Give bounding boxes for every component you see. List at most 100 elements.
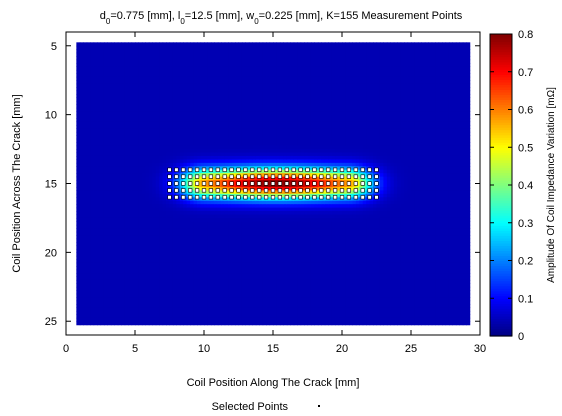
heatmap-cell <box>138 193 143 198</box>
heatmap-cell <box>117 152 122 157</box>
heatmap-cell <box>128 97 133 102</box>
heatmap-cell <box>107 293 112 298</box>
heatmap-cell <box>217 49 222 54</box>
heatmap-cell <box>248 242 253 247</box>
heatmap-cell <box>273 283 278 288</box>
heatmap-cell <box>135 204 140 209</box>
heatmap-cell <box>100 66 105 71</box>
heatmap-cell <box>283 121 288 126</box>
heatmap-cell <box>166 262 171 267</box>
heatmap-cell <box>238 242 243 247</box>
heatmap-cell <box>169 52 174 57</box>
heatmap-cell <box>276 276 281 281</box>
heatmap-cell <box>235 297 240 302</box>
heatmap-cell <box>193 228 198 233</box>
heatmap-cell <box>135 52 140 57</box>
heatmap-cell <box>221 87 226 92</box>
heatmap-cell <box>90 173 95 178</box>
heatmap-cell <box>76 166 81 171</box>
heatmap-cell <box>266 131 271 136</box>
heatmap-cell <box>159 159 164 164</box>
heatmap-cell <box>103 49 108 54</box>
heatmap-cell <box>162 190 167 195</box>
heatmap-cell <box>90 62 95 68</box>
heatmap-cell <box>121 111 126 116</box>
heatmap-cell <box>128 83 133 88</box>
heatmap-cell <box>186 128 191 133</box>
heatmap-cell <box>273 83 278 88</box>
heatmap-cell <box>283 97 288 102</box>
heatmap-cell <box>245 107 250 112</box>
heatmap-cell <box>224 221 229 226</box>
heatmap-cell <box>100 283 105 288</box>
heatmap-cell <box>117 62 122 68</box>
heatmap-cell <box>217 107 222 112</box>
heatmap-cell <box>138 317 143 322</box>
heatmap-cell <box>190 262 195 267</box>
heatmap-cell <box>259 66 264 71</box>
heatmap-cell <box>79 204 84 209</box>
heatmap-cell <box>228 59 233 64</box>
heatmap-cell <box>86 197 91 202</box>
heatmap-cell <box>252 297 257 302</box>
heatmap-cell <box>107 69 112 74</box>
heatmap-cell <box>283 238 288 243</box>
heatmap-cell <box>262 276 267 281</box>
heatmap-cell <box>255 297 260 302</box>
heatmap-cell <box>259 286 264 291</box>
heatmap-cell <box>207 69 212 74</box>
heatmap-cell <box>210 114 215 119</box>
heatmap-cell <box>79 307 84 312</box>
heatmap-cell <box>221 56 226 61</box>
heatmap-cell <box>100 279 105 284</box>
heatmap-cell <box>100 293 105 298</box>
heatmap-cell <box>107 321 112 326</box>
heatmap-cell <box>273 317 278 322</box>
heatmap-cell <box>217 200 222 205</box>
heatmap-cell <box>135 314 140 319</box>
heatmap-cell <box>121 49 126 54</box>
heatmap-cell <box>210 321 215 326</box>
heatmap-cell <box>155 111 160 116</box>
heatmap-cell <box>266 159 271 164</box>
heatmap-cell <box>221 45 226 50</box>
heatmap-cell <box>93 286 98 291</box>
heatmap-cell <box>207 45 212 50</box>
heatmap-cell <box>124 248 129 253</box>
heatmap-cell <box>145 62 150 68</box>
heatmap-cell <box>266 90 271 95</box>
heatmap-cell <box>162 149 167 154</box>
heatmap-cell <box>245 111 250 116</box>
heatmap-cell <box>128 221 133 226</box>
heatmap-cell <box>100 169 105 174</box>
heatmap-cell <box>176 100 181 105</box>
heatmap-cell <box>245 87 250 92</box>
heatmap-cell <box>138 135 143 140</box>
heatmap-cell <box>269 145 274 150</box>
heatmap-cell <box>252 238 257 243</box>
heatmap-cell <box>283 56 288 61</box>
heatmap-cell <box>172 200 177 205</box>
heatmap-cell <box>214 52 219 57</box>
heatmap-cell <box>138 169 143 174</box>
heatmap-cell <box>262 104 267 109</box>
heatmap-cell <box>197 145 202 150</box>
heatmap-cell <box>179 124 184 130</box>
heatmap-cell <box>197 49 202 54</box>
heatmap-cell <box>241 286 246 291</box>
heatmap-cell <box>121 169 126 174</box>
heatmap-cell <box>238 42 243 47</box>
heatmap-cell <box>155 245 160 250</box>
heatmap-cell <box>138 238 143 243</box>
heatmap-cell <box>128 259 133 264</box>
heatmap-cell <box>190 107 195 112</box>
heatmap-cell <box>107 269 112 274</box>
heatmap-cell <box>79 114 84 119</box>
heatmap-cell <box>276 245 281 250</box>
heatmap-cell <box>190 276 195 281</box>
heatmap-cell <box>190 159 195 164</box>
heatmap-cell <box>238 142 243 147</box>
heatmap-cell <box>241 297 246 302</box>
heatmap-cell <box>252 131 257 136</box>
heatmap-cell <box>279 304 284 309</box>
